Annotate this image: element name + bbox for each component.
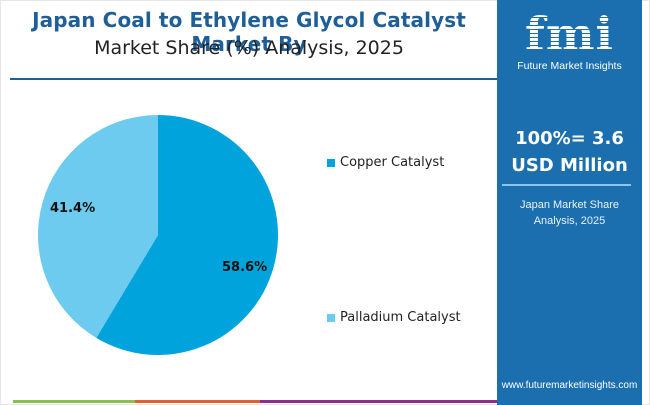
chart-title: Japan Coal to Ethylene Glycol Catalyst M… [32,8,466,56]
fmi-logo: fmi Future Market Insights [497,10,642,72]
pie-chart [38,115,278,355]
logo-subtitle: Future Market Insights [517,60,622,72]
title-divider [10,78,498,80]
pie-slice-copper-catalyst [96,115,278,355]
slice-label-copper: 58.6% [222,260,268,275]
panel-divider [502,184,631,186]
stripe-purple [260,400,497,403]
legend-label: Copper Catalyst [340,155,445,170]
info-panel: fmi Future Market Insights 100%= 3.6 USD… [497,0,642,405]
logo-mark: fmi [497,10,642,58]
legend-swatch-copper [327,158,335,167]
stripe-green [13,400,135,403]
panel-subtitle: Japan Market Share Analysis, 2025 [519,199,620,227]
chart-subtitle: Market Share (%) Analysis, 2025 [94,37,404,59]
slice-label-palladium: 41.4% [50,201,96,216]
legend-item-copper: Copper Catalyst [327,155,444,170]
total-value: 100%= 3.6 [515,128,624,149]
total-unit: USD Million [511,155,628,176]
legend-swatch-palladium [327,313,335,322]
website-link[interactable]: www.futuremarketinsights.com [501,380,638,391]
legend-item-palladium: Palladium Catalyst [327,310,461,325]
pie-slice-palladium-catalyst [38,115,158,338]
stripe-orange [135,400,260,403]
legend-label: Palladium Catalyst [340,310,461,325]
